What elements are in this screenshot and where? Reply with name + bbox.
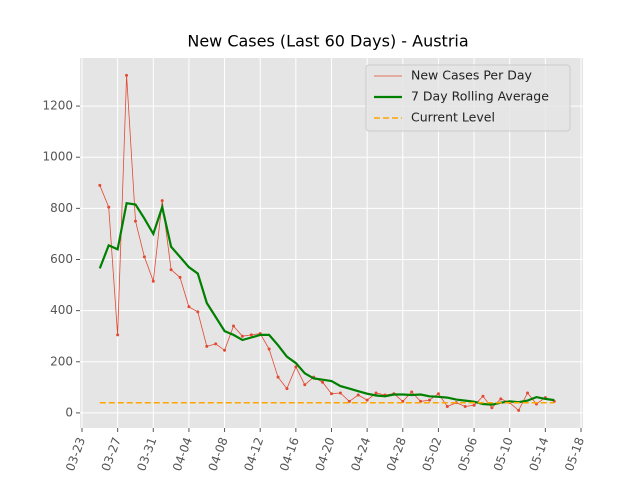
data-point bbox=[517, 408, 521, 412]
series-line bbox=[99, 75, 555, 412]
data-point bbox=[463, 405, 467, 409]
y-tick-label: 200 bbox=[50, 354, 73, 368]
data-point bbox=[526, 391, 530, 395]
x-tick-label: 05-10 bbox=[491, 435, 516, 473]
data-point bbox=[249, 333, 253, 337]
data-point bbox=[410, 390, 414, 394]
legend-label: 7 Day Rolling Average bbox=[411, 89, 549, 104]
data-point bbox=[240, 334, 244, 338]
x-tick-label: 05-14 bbox=[526, 435, 551, 473]
x-tick-label: 05-18 bbox=[562, 435, 587, 473]
legend-label: New Cases Per Day bbox=[411, 68, 532, 83]
data-point bbox=[169, 268, 173, 272]
data-point bbox=[196, 310, 200, 314]
y-tick-label: 600 bbox=[50, 252, 73, 266]
x-tick-label: 04-12 bbox=[241, 435, 266, 473]
data-point bbox=[267, 347, 271, 351]
chart-title: New Cases (Last 60 Days) - Austria bbox=[187, 32, 468, 51]
y-tick-label: 400 bbox=[50, 303, 73, 317]
data-point bbox=[472, 403, 476, 407]
data-point bbox=[276, 375, 280, 379]
data-point bbox=[142, 255, 146, 259]
x-tick-label: 03-27 bbox=[99, 435, 124, 473]
legend: New Cases Per Day 7 Day Rolling Average Cu… bbox=[365, 64, 571, 132]
data-point bbox=[98, 183, 102, 187]
x-tick-label: 05-02 bbox=[419, 435, 444, 473]
data-point bbox=[160, 199, 164, 203]
x-tick-label: 03-23 bbox=[63, 435, 88, 473]
x-tick-label: 04-08 bbox=[206, 435, 231, 473]
data-point bbox=[428, 398, 432, 402]
legend-box bbox=[365, 64, 571, 132]
data-point bbox=[330, 392, 333, 396]
data-point bbox=[436, 392, 440, 396]
x-tick-label: 03-31 bbox=[134, 435, 159, 473]
data-point bbox=[107, 205, 111, 209]
y-tick-label: 1200 bbox=[42, 99, 73, 113]
data-point bbox=[294, 365, 298, 369]
y-tick-label: 0 bbox=[65, 405, 73, 419]
data-point bbox=[303, 383, 307, 387]
y-tick-label: 800 bbox=[50, 201, 73, 215]
x-tick-label: 04-28 bbox=[384, 435, 409, 473]
y-tick-label: 1000 bbox=[42, 150, 73, 164]
data-point bbox=[338, 391, 342, 395]
data-point bbox=[374, 391, 378, 395]
data-point bbox=[321, 380, 325, 384]
x-tick-label: 04-16 bbox=[277, 435, 302, 473]
data-point bbox=[151, 279, 155, 283]
data-point bbox=[481, 394, 485, 398]
x-tick-label: 04-24 bbox=[348, 435, 373, 473]
data-point bbox=[285, 387, 289, 391]
data-point bbox=[205, 344, 209, 348]
legend-label: Current Level bbox=[411, 110, 495, 125]
data-point bbox=[499, 397, 503, 401]
x-tick-label: 05-06 bbox=[455, 435, 480, 473]
data-point bbox=[445, 405, 449, 409]
data-point bbox=[356, 393, 360, 397]
data-point bbox=[231, 324, 235, 328]
data-point bbox=[125, 73, 129, 77]
data-point bbox=[214, 342, 218, 346]
data-point bbox=[133, 219, 137, 223]
data-point bbox=[178, 275, 182, 279]
data-point bbox=[223, 348, 227, 352]
x-tick-label: 04-20 bbox=[313, 435, 338, 473]
data-point bbox=[365, 398, 369, 402]
data-point bbox=[116, 333, 120, 337]
x-tick-label: 04-04 bbox=[170, 435, 195, 473]
data-point bbox=[187, 305, 191, 309]
data-point bbox=[490, 406, 494, 410]
